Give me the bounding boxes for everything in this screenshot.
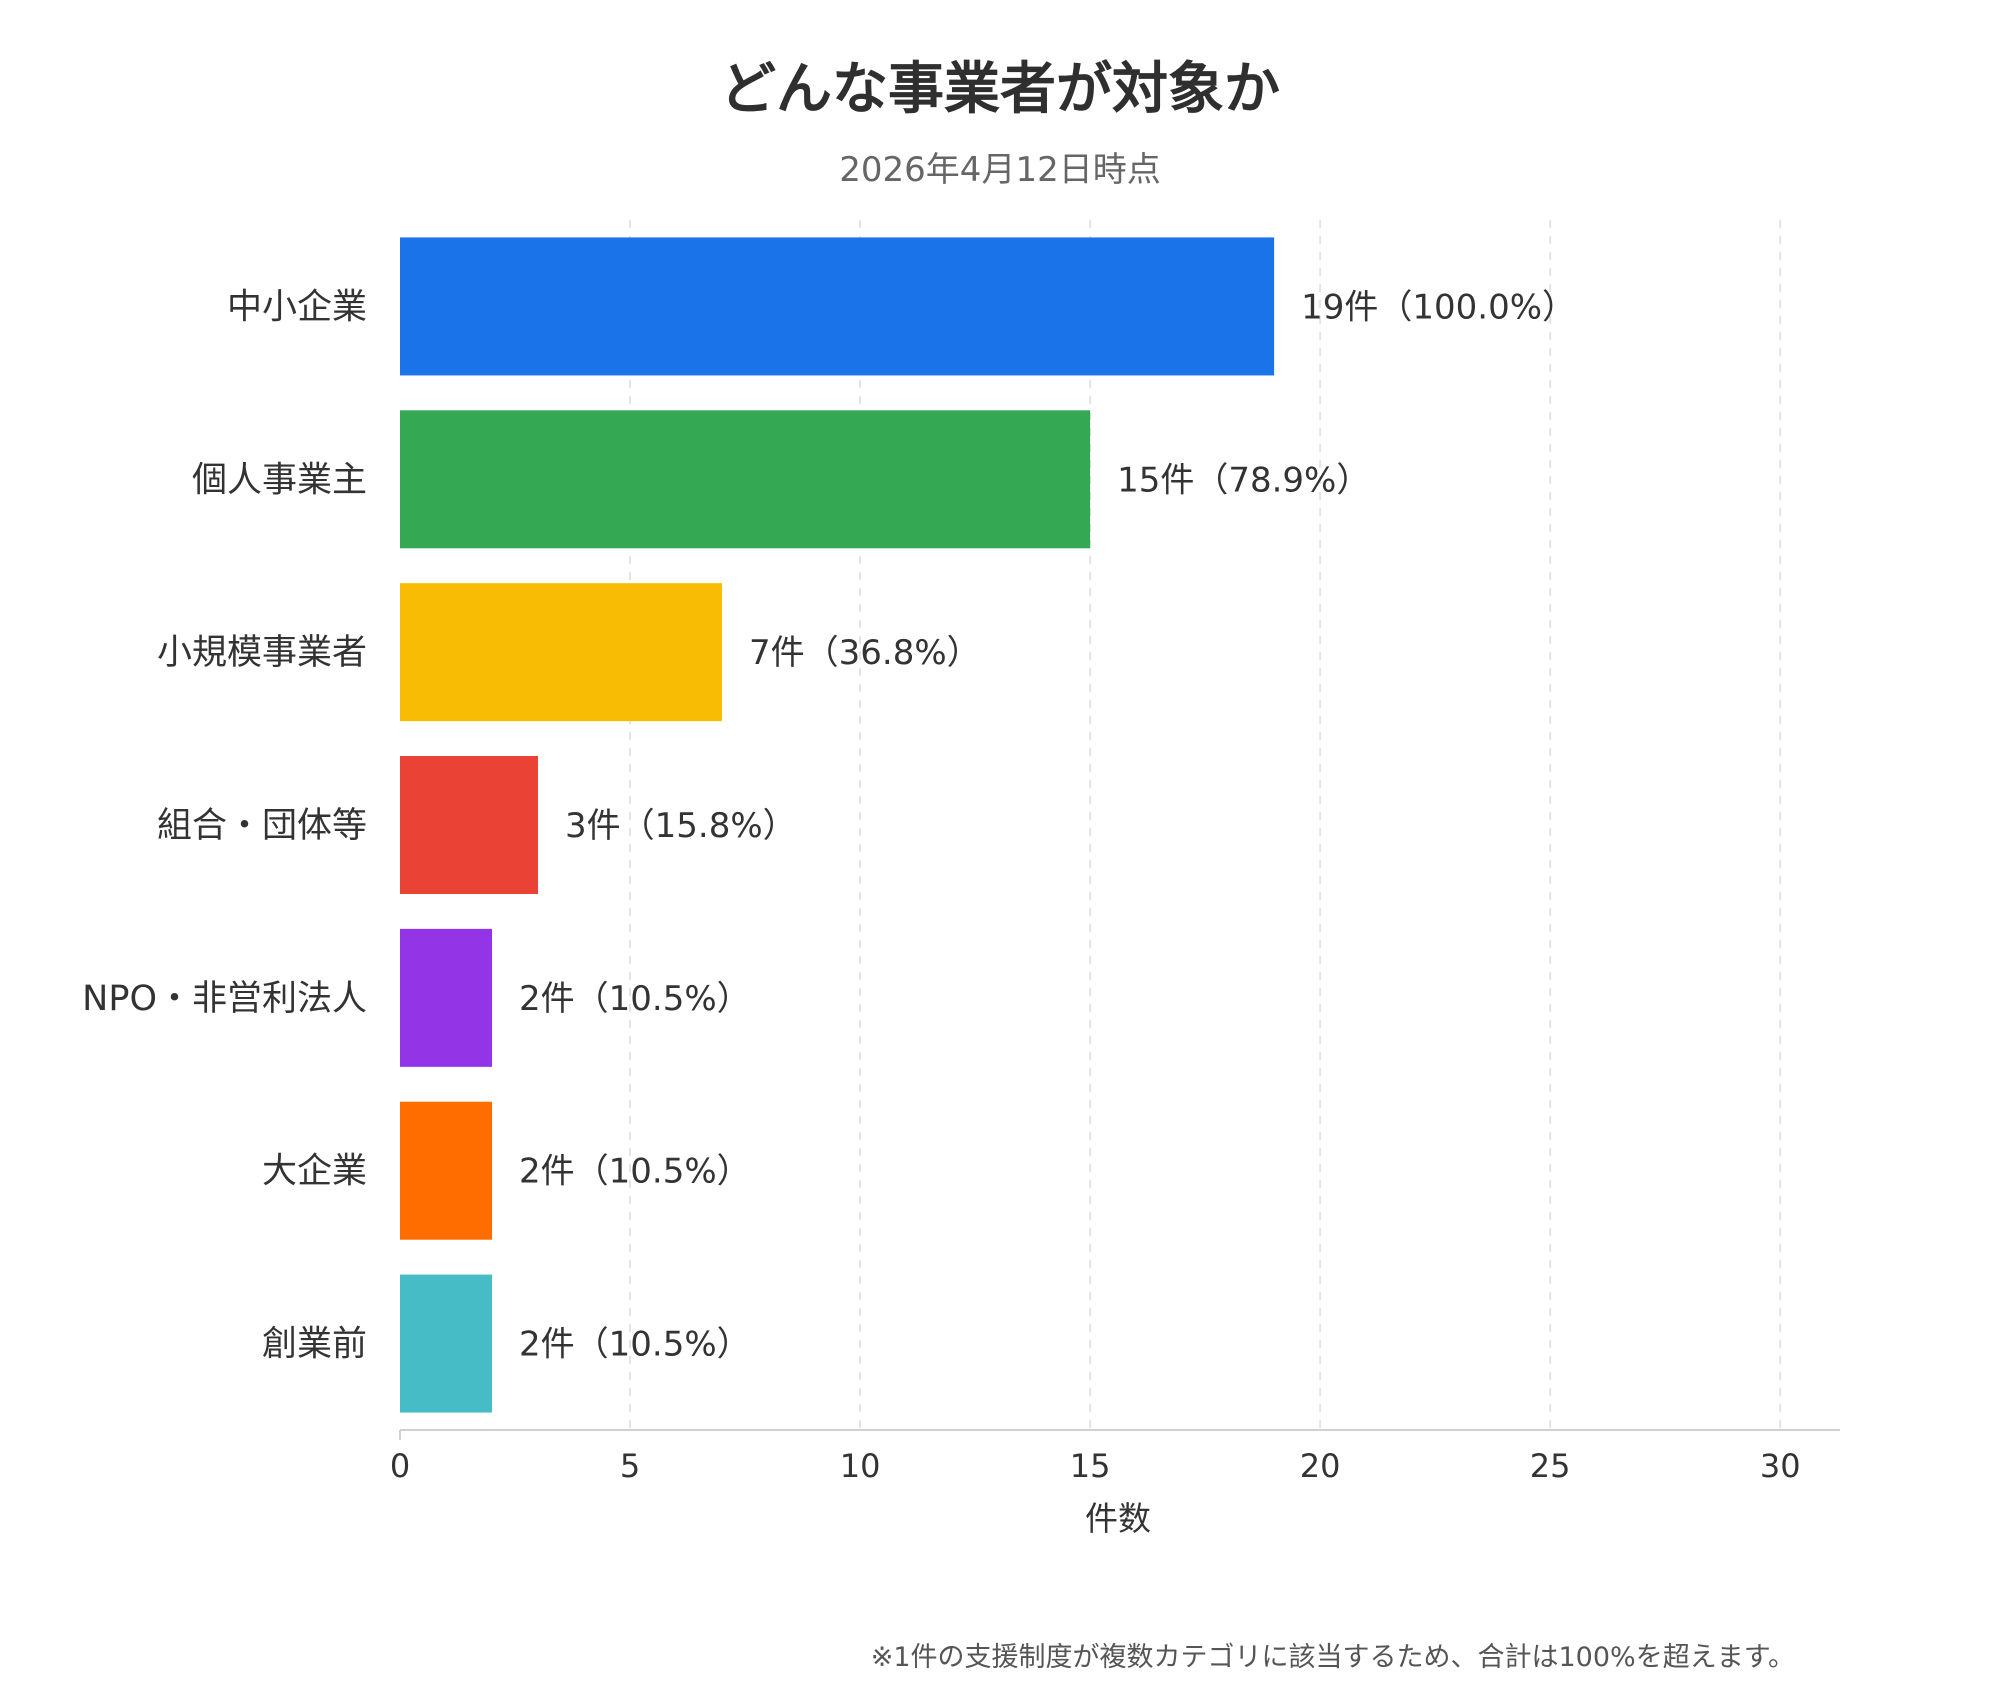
category-label: 個人事業主: [192, 460, 367, 500]
bar-value-label: 3件（15.8%）: [565, 806, 797, 846]
chart-subtitle: 2026年4月12日時点: [839, 150, 1161, 190]
footnote: ※1件の支援制度が複数カテゴリに該当するため、合計は100%を超えます。: [870, 1642, 1795, 1673]
data-labels: 19件（100.0%） 15件（78.9%） 7件（36.8%） 3件（15.8%） 2…: [519, 287, 1576, 1364]
category-label: 組合・団体等: [157, 806, 367, 846]
bar: [400, 1101, 493, 1240]
x-axis-title: 件数: [1085, 1499, 1151, 1538]
bar-value-label: 19件（100.0%）: [1301, 287, 1576, 327]
bar-value-label: 2件（10.5%）: [519, 979, 751, 1019]
bar: [400, 237, 1275, 376]
category-label: 小規模事業者: [157, 633, 367, 673]
bar-value-label: 7件（36.8%）: [749, 633, 981, 673]
bar: [400, 928, 493, 1067]
x-tick-label: 30: [1760, 1447, 1801, 1485]
bar: [400, 410, 1091, 549]
bar-value-label: 2件（10.5%）: [519, 1325, 751, 1365]
bar-value-label: 15件（78.9%）: [1117, 460, 1370, 500]
chart-title: どんな事業者が対象か: [720, 57, 1280, 122]
category-label: NPO・非営利法人: [82, 979, 367, 1019]
x-tick-label: 15: [1070, 1447, 1111, 1485]
bar-value-label: 2件（10.5%）: [519, 1152, 751, 1192]
category-label: 大企業: [262, 1152, 367, 1192]
bar: [400, 1274, 493, 1413]
x-axis: 0 5 10 15 20 25 30: [390, 1429, 1840, 1485]
x-tick-label: 5: [620, 1447, 640, 1485]
grid-lines: [629, 220, 1782, 1430]
x-tick-label: 20: [1300, 1447, 1341, 1485]
x-tick-label: 10: [840, 1447, 881, 1485]
category-label: 中小企業: [227, 287, 367, 327]
x-tick-label: 0: [390, 1447, 410, 1485]
bar: [400, 756, 539, 894]
bars: [400, 237, 1275, 1413]
bar: [400, 583, 723, 722]
x-tick-label: 25: [1530, 1447, 1571, 1485]
category-label: 創業前: [262, 1325, 367, 1365]
